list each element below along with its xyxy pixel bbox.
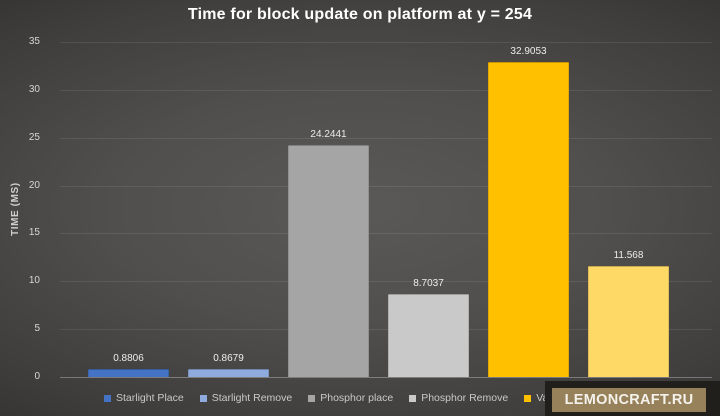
watermark: LEMONCRAFT.RU [552,388,706,412]
bar-value-label: 0.8806 [113,352,144,364]
y-tick-label: 0 [34,371,40,382]
legend-swatch [199,394,207,402]
bar-value-label: 24.2441 [310,128,347,140]
watermark-panel: LEMONCRAFT.RU [545,381,720,416]
bar-value-label: 11.568 [613,250,644,262]
legend-item-phosphor-place: Phosphor place [308,392,393,404]
gridline [60,281,712,283]
y-tick-label: 5 [34,323,40,335]
gridline [60,233,712,235]
bar-value-label: 32.9053 [510,46,547,58]
y-tick-label: 10 [28,275,40,287]
legend-swatch [409,394,417,402]
gridline [60,137,712,139]
gridline [60,89,712,91]
y-tick-label: 15 [28,227,40,239]
legend-label: Phosphor place [320,392,394,404]
gridline [60,42,712,43]
bar-phosphor-place [288,144,369,377]
bar-value-label: 0.8679 [213,352,244,364]
y-tick-label: 25 [28,131,40,143]
legend-label: Starlight Remove [211,392,293,404]
legend-label: Starlight Place [116,392,184,404]
bar-series-6 [588,266,669,377]
watermark-text: LEMONCRAFT.RU [564,392,694,408]
legend-swatch [524,394,532,402]
bar-starlight-place [88,368,169,377]
legend-item-starlight-remove: Starlight Remove [199,392,293,404]
y-tick-label: 20 [28,179,40,191]
chart-title: Time for block update on platform at y =… [187,6,533,23]
bar-value-label: 8.7037 [413,277,444,289]
gridline [60,329,712,331]
x-axis-line [60,377,712,378]
y-tick-label: 35 [28,36,40,47]
legend-item-starlight-place: Starlight Place [104,392,184,404]
plot-area: 0.8806 0.8679 24.2441 8.7037 32.9053 11.568 [60,42,712,378]
legend-swatch [308,394,316,402]
legend-swatch [104,394,111,402]
bar-vanilla-place [488,62,569,377]
y-tick-label: 30 [28,83,40,95]
bar-starlight-remove [188,368,269,377]
legend-label: Phosphor Remove [421,392,509,404]
legend-item-phosphor-remove: Phosphor Remove [409,392,508,404]
gridline [60,185,712,187]
bar-phosphor-remove [388,293,469,377]
